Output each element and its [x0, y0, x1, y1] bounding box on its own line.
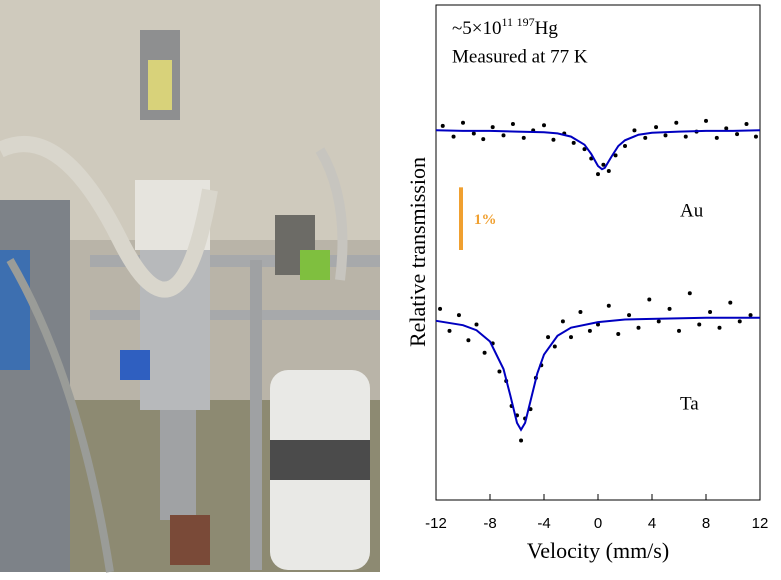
data-point	[501, 133, 506, 138]
data-point	[451, 134, 456, 139]
x-axis-label: Velocity (mm/s)	[527, 538, 669, 563]
data-point	[438, 306, 443, 311]
data-point	[616, 331, 621, 336]
data-point	[717, 325, 722, 330]
plot-frame	[435, 4, 761, 501]
x-tick-label: 4	[648, 515, 656, 532]
x-tick-label: -8	[483, 515, 496, 532]
data-point	[656, 319, 661, 324]
x-tick-label: 8	[702, 515, 710, 532]
subtitle: Measured at 77 K	[452, 46, 588, 67]
data-point	[596, 172, 600, 177]
data-point	[474, 322, 479, 327]
annotation-mass: 197	[517, 15, 535, 29]
data-point	[471, 131, 476, 136]
data-point	[687, 291, 692, 296]
data-point	[728, 300, 733, 305]
data-point	[587, 328, 592, 333]
data-point	[497, 369, 502, 374]
photo	[0, 0, 380, 573]
data-point	[667, 306, 672, 311]
data-point	[481, 137, 486, 142]
annotation-exponent: 11	[502, 15, 514, 29]
fit-line	[435, 129, 761, 171]
data-point	[753, 134, 758, 139]
annotation-prefix: ~5×10	[452, 18, 502, 39]
data-point	[714, 135, 719, 140]
data-point	[578, 310, 583, 315]
series-label: Au	[680, 200, 704, 221]
x-tick-label: 0	[594, 515, 602, 532]
data-point	[677, 328, 681, 333]
x-tick-label: -12	[425, 515, 447, 532]
data-point	[466, 338, 471, 343]
data-point	[447, 328, 452, 333]
data-point	[456, 313, 461, 318]
data-point	[601, 162, 606, 167]
data-point	[510, 122, 515, 127]
data-point	[582, 147, 587, 152]
annotation: ~5×1011 197Hg	[452, 15, 558, 40]
data-point	[674, 120, 679, 125]
scale-bar-label: 1%	[474, 212, 497, 228]
data-point	[560, 319, 565, 324]
data-point	[643, 135, 648, 140]
data-point	[552, 344, 557, 349]
data-point	[606, 303, 611, 308]
data-point	[748, 313, 753, 318]
data-point	[569, 335, 573, 340]
data-point	[744, 122, 749, 127]
series-label: Ta	[680, 393, 699, 414]
data-point	[708, 310, 713, 315]
data-point	[606, 169, 611, 174]
data-point	[519, 438, 524, 443]
data-point	[542, 123, 546, 128]
data-point	[704, 118, 708, 123]
fit-line	[435, 316, 760, 432]
y-axis-label: Relative transmission	[405, 157, 430, 347]
data-point	[724, 126, 729, 131]
data-point	[521, 135, 526, 140]
data-point	[613, 153, 618, 158]
data-point	[440, 123, 445, 128]
data-point	[490, 125, 495, 130]
data-point	[663, 133, 668, 138]
scale-bar	[459, 187, 463, 250]
data-point	[647, 297, 652, 302]
data-point	[596, 322, 600, 327]
annotation-element: Hg	[535, 18, 559, 39]
data-point	[461, 120, 465, 125]
x-tick-label: -4	[537, 515, 550, 532]
data-point	[482, 350, 487, 355]
data-point	[632, 128, 637, 133]
data-point	[737, 319, 742, 324]
data-point	[636, 325, 641, 330]
data-point	[546, 335, 551, 340]
data-point	[654, 125, 659, 130]
data-point	[627, 313, 632, 318]
x-tick-label: 12	[752, 515, 769, 532]
data-point	[571, 140, 576, 145]
data-point	[623, 143, 627, 148]
data-point	[683, 134, 688, 139]
data-point	[735, 132, 740, 137]
data-point	[697, 322, 702, 327]
data-point	[551, 137, 556, 142]
